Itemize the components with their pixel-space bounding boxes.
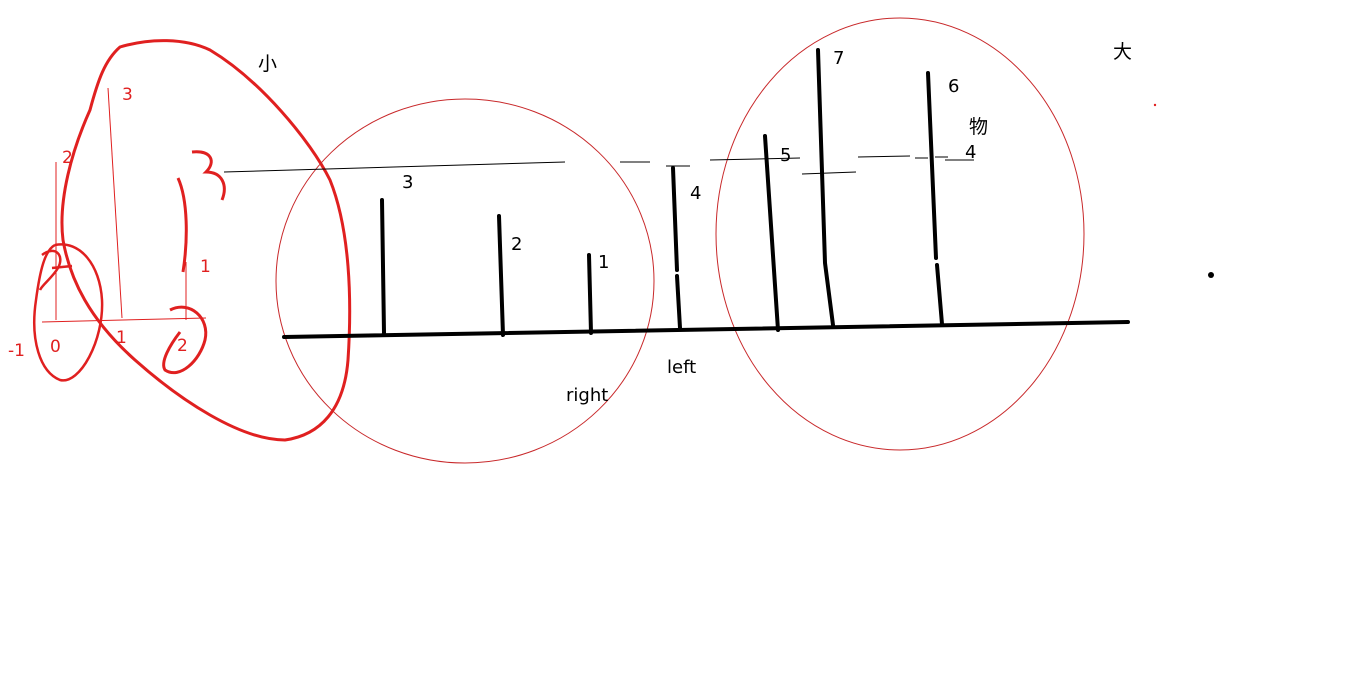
bar-label-3: 3 xyxy=(402,172,413,193)
label-small: 小 xyxy=(258,53,277,75)
small-red-loop xyxy=(33,243,104,382)
scribble-two-left xyxy=(38,249,62,291)
left-circle xyxy=(275,98,655,464)
bar-label-7: 7 xyxy=(833,48,844,69)
scribble-vertical-curve xyxy=(176,177,188,273)
bar-6 xyxy=(926,71,944,326)
scribble-two-right xyxy=(162,305,208,375)
pointer-label-left: left xyxy=(667,357,696,378)
red-annotation-group xyxy=(33,39,352,442)
baseline xyxy=(282,320,1130,339)
bars xyxy=(380,48,944,337)
label-object: 物 xyxy=(969,116,988,138)
scribble-dash xyxy=(51,264,73,270)
inset-label-y-3: 3 xyxy=(122,85,133,105)
bar-label-4: 4 xyxy=(690,183,701,204)
inset-label-x-2: 2 xyxy=(177,336,188,356)
bar-1 xyxy=(587,253,593,335)
reference-line xyxy=(223,155,974,175)
bar-label-2: 2 xyxy=(511,234,522,255)
inset-label-x-neg1: -1 xyxy=(8,341,25,361)
stray-dot-black xyxy=(1208,272,1214,278)
stray-dot-red xyxy=(1153,103,1157,107)
bar-7 xyxy=(816,48,835,327)
big-red-loop xyxy=(60,39,352,442)
bar-label-6: 6 xyxy=(948,76,959,97)
inset-y-axis-3 xyxy=(107,87,123,319)
dashed-line-label: 4 xyxy=(965,142,976,163)
bar-3 xyxy=(380,198,386,335)
inset-label-x-0: 0 xyxy=(50,337,61,357)
inset-label-x-1: 1 xyxy=(116,328,127,348)
label-large: 大 xyxy=(1113,41,1132,63)
inset-label-y-2: 2 xyxy=(62,148,73,168)
pointer-label-right: right xyxy=(566,385,608,406)
inset-label-y-1: 1 xyxy=(200,257,211,277)
bar-2 xyxy=(497,214,505,337)
inset-x-axis xyxy=(41,317,207,323)
bar-5 xyxy=(763,134,780,332)
scribble-three xyxy=(191,150,226,201)
right-circle xyxy=(715,17,1085,451)
bar-4 xyxy=(671,166,682,330)
bar-label-1: 1 xyxy=(598,252,609,273)
bar-label-5: 5 xyxy=(780,145,791,166)
